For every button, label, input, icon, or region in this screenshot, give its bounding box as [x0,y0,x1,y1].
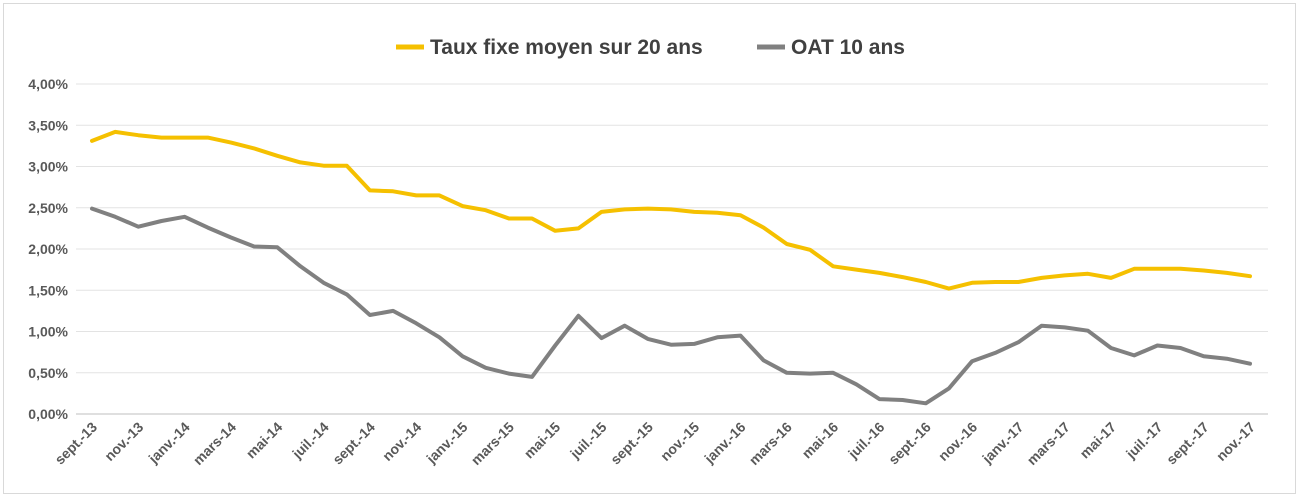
y-tick-label: 0,50% [28,365,68,381]
x-tick-label: mars-15 [468,419,517,468]
x-tick-label: nov.-13 [101,419,146,464]
x-tick-label: nov.-16 [935,419,980,464]
y-tick-label: 4,00% [28,76,68,92]
x-tick-label: mai-14 [243,419,286,462]
x-tick-label: janv.-16 [700,419,748,467]
x-tick-label: mars-17 [1024,419,1073,468]
x-tick-label: sept.-14 [329,419,378,468]
x-tick-label: nov.-14 [379,419,424,464]
x-tick-label: janv.-14 [145,419,193,467]
x-tick-label: sept.-17 [1163,419,1212,468]
x-tick-label: nov.-15 [657,419,702,464]
series-line-2 [90,206,1252,406]
x-tick-label: mai-16 [799,419,842,462]
y-tick-label: 1,00% [28,324,68,340]
legend-label-1: Taux fixe moyen sur 20 ans [430,36,703,59]
grid-lines [76,83,1268,415]
y-tick-label: 1,50% [28,282,68,298]
y-axis: 0,00% 0,50% 1,00% 1,50% 2,00% 2,50% 3,00% 3,50%… [28,76,68,422]
y-tick-label: 3,00% [28,159,68,175]
y-tick-label: 3,50% [28,117,68,133]
series-lines [90,129,1252,406]
x-tick-label: mars-16 [746,419,795,468]
y-tick-label: 2,00% [28,241,68,257]
x-tick-label: juil.-16 [844,419,888,463]
x-tick-label: sept.-15 [607,419,656,468]
series-line-1 [90,129,1252,291]
x-tick-label: sept.-13 [51,419,100,468]
legend: Taux fixe moyen sur 20 ans OAT 10 ans [396,36,905,59]
y-tick-label: 0,00% [28,406,68,422]
x-tick-label: sept.-16 [885,419,934,468]
x-tick-label: janv.-15 [423,419,471,467]
x-tick-label: nov.-17 [1213,419,1258,464]
x-tick-label: juil.-17 [1122,419,1166,463]
x-tick-label: juil.-15 [566,419,610,463]
legend-label-2: OAT 10 ans [791,36,905,59]
y-tick-label: 2,50% [28,200,68,216]
x-tick-label: juil.-14 [288,419,332,463]
x-tick-label: mars-14 [190,419,239,468]
x-tick-label: janv.-17 [978,419,1026,467]
x-tick-label: mai-17 [1076,419,1119,462]
x-tick-label: mai-15 [521,419,564,462]
